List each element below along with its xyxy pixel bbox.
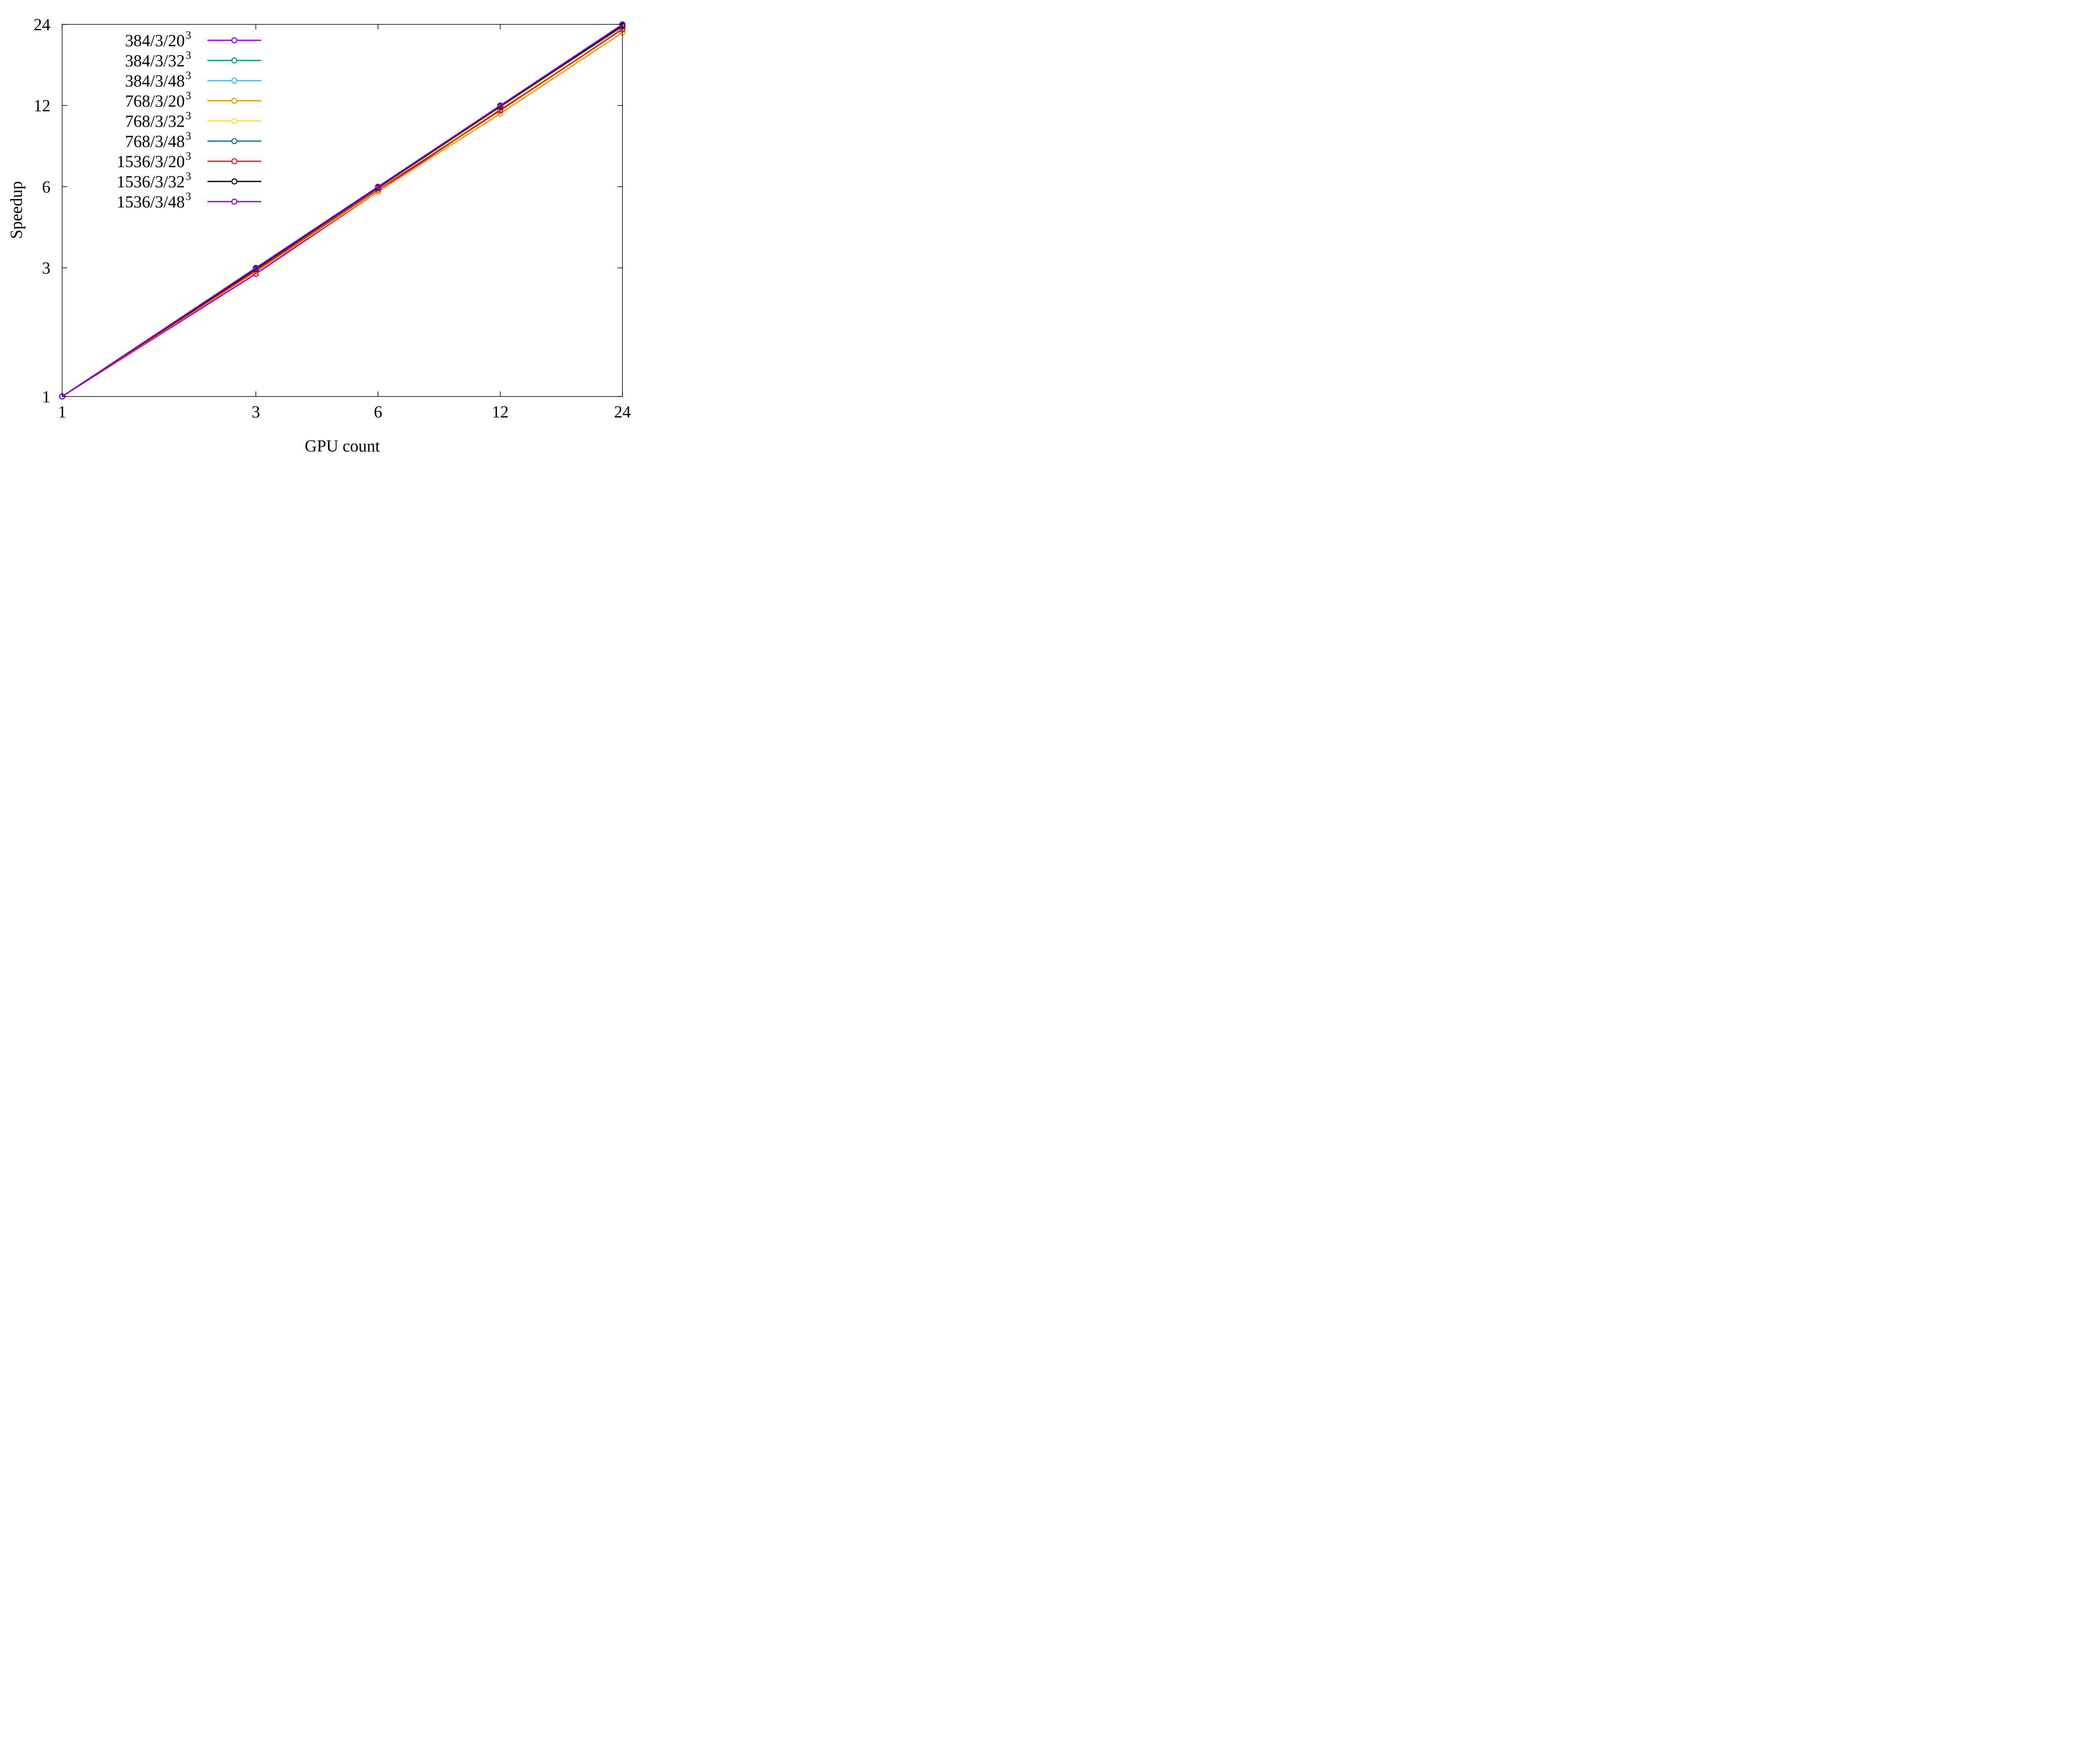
legend-swatch-marker-4 <box>231 97 238 104</box>
legend-label-3: 384/3/48 <box>125 71 185 90</box>
legend-label-superscript-4: 3 <box>186 89 191 102</box>
legend-label-6: 768/3/48 <box>125 132 185 151</box>
series-point-9 <box>252 265 259 271</box>
legend-label-5: 768/3/32 <box>125 112 185 131</box>
legend-label-superscript-2: 3 <box>186 49 191 61</box>
legend-label-2: 384/3/32 <box>125 51 185 70</box>
y-axis-title: Speedup <box>7 181 26 239</box>
legend-swatch-marker-9 <box>231 198 238 205</box>
series-point-9 <box>497 102 504 109</box>
series-point-9 <box>375 184 381 190</box>
x-tick-label: 6 <box>374 402 382 421</box>
legend-swatch-marker-5 <box>231 118 238 124</box>
legend-swatch-marker-1 <box>231 37 238 44</box>
axes-layer: 1 3 6 12 24 1 3 6 12 24 <box>34 15 631 421</box>
legend-label-superscript-7: 3 <box>186 150 191 162</box>
series-line-9 <box>62 24 623 397</box>
legend-label-1: 384/3/20 <box>125 31 185 50</box>
legend-label-superscript-8: 3 <box>186 170 191 182</box>
y-tick-label: 12 <box>34 96 50 115</box>
plot-frame <box>62 24 623 397</box>
legend-label-4: 768/3/20 <box>125 92 185 110</box>
y-tick-label: 3 <box>42 259 50 278</box>
legend-label-7: 1536/3/20 <box>117 152 185 171</box>
legend-swatch-marker-3 <box>231 77 238 84</box>
legend-label-9: 1536/3/48 <box>117 192 185 211</box>
legend-label-superscript-6: 3 <box>186 130 191 142</box>
y-tick-label: 24 <box>34 15 50 34</box>
legend-swatch-marker-8 <box>231 178 238 185</box>
y-tick-label: 1 <box>42 387 50 406</box>
y-tick-label: 6 <box>42 177 50 196</box>
legend-label-superscript-1: 3 <box>186 29 191 41</box>
legend-label-8: 1536/3/32 <box>117 172 185 191</box>
x-tick-label: 12 <box>492 402 509 421</box>
legend-swatch-marker-7 <box>231 158 238 165</box>
x-axis-title: GPU count <box>305 436 380 455</box>
x-tick-label: 1 <box>58 402 66 421</box>
x-tick-label: 3 <box>252 402 260 421</box>
x-tick-label: 24 <box>614 402 631 421</box>
series-line-8 <box>62 25 623 397</box>
legend-swatch-marker-2 <box>231 57 238 64</box>
legend-label-superscript-5: 3 <box>186 110 191 122</box>
legend-swatch-marker-6 <box>231 138 238 144</box>
legend-label-superscript-3: 3 <box>186 69 191 81</box>
legend-label-superscript-9: 3 <box>186 190 191 202</box>
